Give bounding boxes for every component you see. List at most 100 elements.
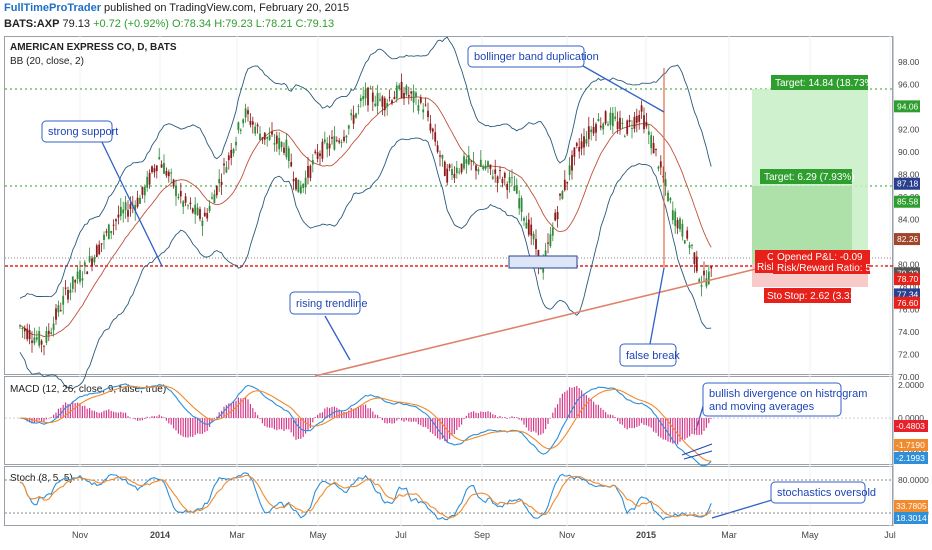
macd-hist-bar	[252, 408, 254, 418]
candle-body	[165, 170, 168, 176]
candle-body	[703, 270, 705, 276]
rising-trendline[interactable]	[314, 267, 761, 377]
false-break-box[interactable]	[619, 343, 677, 367]
stoch-box[interactable]	[770, 481, 866, 504]
macd-hist-bar	[629, 418, 631, 428]
candle-body	[415, 92, 417, 98]
macd-hist-bar	[139, 418, 141, 421]
bb-dup-box[interactable]	[467, 45, 585, 68]
author-link[interactable]: FullTimeProTrader	[4, 2, 101, 14]
candle-body	[40, 340, 43, 345]
macd-hist-bar	[379, 417, 381, 418]
macd-hist-bar	[163, 417, 165, 418]
candle-body	[43, 345, 45, 347]
chart-title: AMERICAN EXPRESS CO, D, BATS	[10, 42, 177, 53]
candle-body	[691, 244, 693, 246]
macd-hist-bar	[602, 409, 604, 418]
macd-hist-bar	[485, 411, 487, 418]
candle-body	[395, 85, 398, 99]
divergence-line-1	[681, 443, 713, 456]
divergence-line-2	[683, 450, 713, 460]
macd-hist-bar	[132, 418, 134, 419]
candle-body	[328, 143, 331, 149]
candle-body	[585, 139, 588, 144]
stoch-tag-label: 33.7805	[896, 501, 927, 511]
target2-text: Target: 6.29 (7.93%)	[764, 172, 855, 183]
candle-body	[311, 160, 314, 165]
macd-hist-bar	[653, 418, 655, 432]
candle-body	[453, 173, 456, 179]
candle-body	[326, 142, 329, 150]
macd-hist-bar	[276, 418, 278, 431]
macd-hist-bar	[329, 407, 331, 418]
macd-hist-bar	[269, 418, 271, 428]
macd-hist-bar	[614, 417, 616, 418]
macd-hist-bar	[38, 418, 40, 421]
candle-body	[227, 155, 230, 161]
macd-hist-bar	[48, 418, 50, 419]
candle-body	[599, 125, 602, 128]
candle-body	[232, 149, 235, 154]
macd-hist-bar	[631, 418, 633, 429]
macd-hist-bar	[595, 404, 597, 418]
macd-hist-bar	[458, 418, 460, 428]
candle-body	[590, 129, 593, 133]
macd-hist-bar	[578, 388, 580, 418]
macd-hist-bar	[285, 418, 287, 430]
macd-hist-bar	[81, 405, 83, 418]
candle-body	[434, 132, 437, 142]
time-tick-label: 2014	[150, 530, 170, 540]
candle-body	[364, 89, 367, 99]
candle-body	[285, 139, 288, 158]
macd-hist-bar	[463, 418, 465, 420]
macd-hist-bar	[398, 418, 400, 419]
macd-hist-bar	[247, 399, 249, 418]
price-tag-bg	[894, 233, 920, 246]
stop-text: Stop: 2.62 (3.31%)	[784, 291, 867, 302]
macd-hist-bar	[403, 418, 405, 422]
candle-body	[371, 92, 374, 102]
sto-frag: Sto	[767, 291, 782, 302]
candle-body	[261, 137, 264, 140]
stoch-k-line	[19, 472, 712, 521]
macd-hist-bar	[165, 418, 167, 421]
divergence-box[interactable]	[702, 382, 842, 417]
candle-body	[616, 121, 619, 130]
macd-hist-bar	[391, 418, 393, 424]
candle-body	[136, 197, 139, 207]
candle-body	[295, 177, 297, 190]
candle-body	[520, 197, 523, 212]
candle-body	[647, 131, 650, 135]
candle-body	[244, 108, 247, 118]
macd-hist-bar	[192, 418, 194, 437]
macd-hist-bar	[278, 418, 280, 430]
macd-hist-bar	[513, 417, 515, 418]
candle-body	[151, 166, 153, 173]
candle-body	[237, 122, 240, 130]
macd-hist-bar	[153, 416, 155, 418]
candle-body	[561, 191, 564, 200]
macd-hist-bar	[633, 418, 635, 429]
rising-trendline-box[interactable]	[289, 291, 361, 315]
macd-hist-bar	[377, 415, 379, 418]
candle-body	[275, 135, 278, 144]
time-tick-label: May	[801, 530, 819, 540]
candle-body	[139, 197, 141, 204]
stoch-tag-label: 18.3014	[896, 513, 927, 523]
candle-body	[643, 115, 645, 130]
candle-body	[515, 185, 518, 194]
candle-body	[463, 156, 465, 169]
support-box[interactable]	[508, 255, 578, 269]
candle-body	[405, 85, 408, 95]
candle-body	[652, 143, 655, 154]
macd-hist-bar	[259, 418, 261, 420]
candle-body	[50, 332, 53, 334]
candle-body	[218, 178, 221, 184]
stoch-tag-bg	[894, 500, 928, 512]
candle-body	[119, 207, 122, 217]
macd-hist-bar	[636, 418, 638, 427]
strong-support-box[interactable]	[41, 120, 113, 143]
macd-hist-bar	[194, 418, 196, 435]
candle-body	[707, 271, 710, 285]
